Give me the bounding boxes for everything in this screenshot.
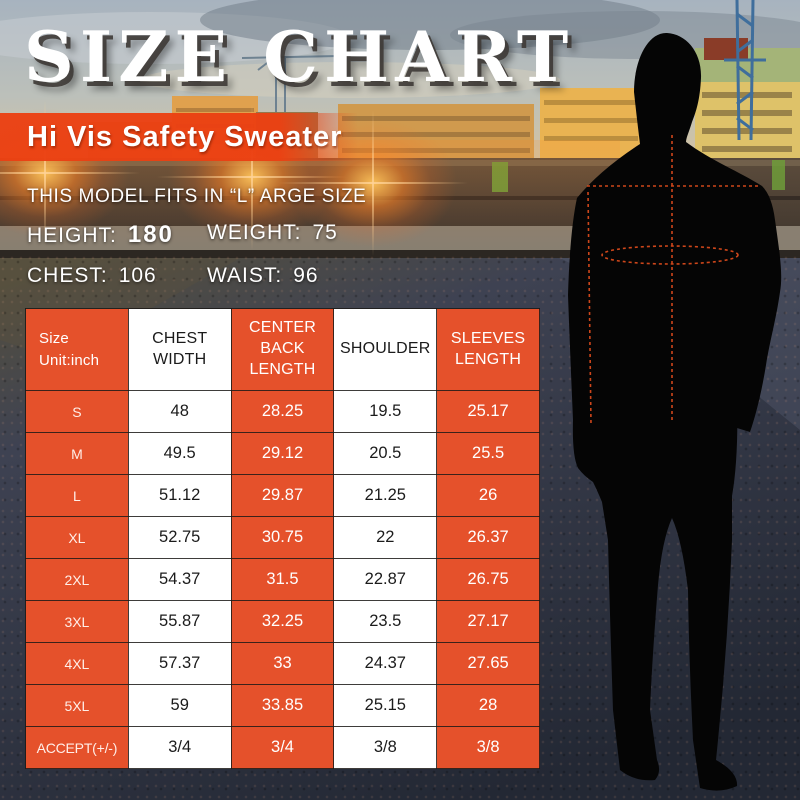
model-stat: CHEST: 106 xyxy=(27,264,207,288)
value-cell: 31.5 xyxy=(230,558,335,601)
stat-label: WAIST: xyxy=(207,264,283,287)
size-table-head: Size Unit:inch CHEST WIDTH CENTER BACK LENG… xyxy=(25,308,540,391)
stat-value: 75 xyxy=(312,221,338,244)
value-cell: 51.12 xyxy=(127,474,232,517)
table-row: 2XL 54.37 31.5 22.87 26.75 xyxy=(25,558,540,601)
value-cell: 33 xyxy=(230,642,335,685)
size-label-cell: ACCEPT(+/-) xyxy=(25,726,129,769)
tower-crane-icon xyxy=(724,0,766,141)
size-label-cell: M xyxy=(25,432,129,475)
value-cell: 33.85 xyxy=(230,684,335,727)
value-cell: 22 xyxy=(333,516,438,559)
size-label-cell: 4XL xyxy=(25,642,129,685)
value-cell: 24.37 xyxy=(333,642,438,685)
column-header-cell: SLEEVES LENGTH xyxy=(436,308,540,391)
value-cell: 59 xyxy=(127,684,232,727)
model-silhouette xyxy=(568,32,782,791)
value-cell: 26 xyxy=(436,474,540,517)
value-cell: 25.5 xyxy=(436,432,540,475)
page-title: SIZE CHART xyxy=(24,17,575,98)
size-unit-header-cell: Size Unit:inch xyxy=(25,308,129,391)
value-cell: 32.25 xyxy=(230,600,335,643)
value-cell: 29.12 xyxy=(230,432,335,475)
stat-value: 96 xyxy=(293,264,319,287)
table-row: L 51.12 29.87 21.25 26 xyxy=(25,474,540,517)
value-cell: 22.87 xyxy=(333,558,438,601)
model-fits-line: THIS MODEL FITS IN “L” ARGE SIZE xyxy=(27,186,367,207)
table-row: 5XL 59 33.85 25.15 28 xyxy=(25,684,540,727)
value-cell: 27.17 xyxy=(436,600,540,643)
table-row: ACCEPT(+/-) 3/4 3/4 3/8 3/8 xyxy=(25,726,540,769)
value-cell: 26.37 xyxy=(436,516,540,559)
value-cell: 28.25 xyxy=(230,390,335,433)
value-cell: 54.37 xyxy=(127,558,232,601)
model-stats: HEIGHT: 180 WEIGHT: 75 CHEST: 106 WAIST: 96 xyxy=(27,221,366,288)
value-cell: 48 xyxy=(127,390,232,433)
model-stat: WEIGHT: 75 xyxy=(207,221,366,249)
size-label-cell: 2XL xyxy=(25,558,129,601)
value-cell: 19.5 xyxy=(333,390,438,433)
value-cell: 29.87 xyxy=(230,474,335,517)
stat-label: CHEST: xyxy=(27,264,108,287)
value-cell: 25.15 xyxy=(333,684,438,727)
table-row: M 49.5 29.12 20.5 25.5 xyxy=(25,432,540,475)
sleeve-measure-line xyxy=(587,191,592,426)
value-cell: 52.75 xyxy=(127,516,232,559)
value-cell: 3/4 xyxy=(127,726,232,769)
table-row: 3XL 55.87 32.25 23.5 27.17 xyxy=(25,600,540,643)
stat-value: 180 xyxy=(127,221,174,248)
column-header-cell: CHEST WIDTH xyxy=(127,308,232,391)
value-cell: 30.75 xyxy=(230,516,335,559)
size-label-cell: S xyxy=(25,390,129,433)
stat-label: HEIGHT: xyxy=(27,224,117,247)
value-cell: 3/8 xyxy=(436,726,540,769)
size-table: Size Unit:inch CHEST WIDTH CENTER BACK LENG… xyxy=(25,308,540,769)
value-cell: 27.65 xyxy=(436,642,540,685)
size-label-cell: XL xyxy=(25,516,129,559)
crane-icon xyxy=(241,55,339,112)
stat-value: 106 xyxy=(118,264,157,287)
model-stat: WAIST: 96 xyxy=(207,264,366,288)
value-cell: 3/4 xyxy=(230,726,335,769)
table-row: 4XL 57.37 33 24.37 27.65 xyxy=(25,642,540,685)
value-cell: 21.25 xyxy=(333,474,438,517)
table-header-row: Size Unit:inch CHEST WIDTH CENTER BACK LENG… xyxy=(25,308,540,391)
value-cell: 23.5 xyxy=(333,600,438,643)
value-cell: 26.75 xyxy=(436,558,540,601)
column-header-cell: CENTER BACK LENGTH xyxy=(230,308,335,391)
value-cell: 28 xyxy=(436,684,540,727)
size-table-body: S 48 28.25 19.5 25.17 M 49.5 29.12 20.5 25.5 L 51.1… xyxy=(25,390,540,769)
value-cell: 55.87 xyxy=(127,600,232,643)
column-header-cell: SHOULDER xyxy=(333,308,438,391)
chest-measure-ellipse xyxy=(601,245,739,265)
model-stat: HEIGHT: 180 xyxy=(27,221,207,249)
table-row: XL 52.75 30.75 22 26.37 xyxy=(25,516,540,559)
value-cell: 20.5 xyxy=(333,432,438,475)
measurement-lines xyxy=(587,135,758,426)
value-cell: 3/8 xyxy=(333,726,438,769)
size-label-cell: 5XL xyxy=(25,684,129,727)
size-label-cell: 3XL xyxy=(25,600,129,643)
size-label-cell: L xyxy=(25,474,129,517)
size-unit-header-line: Unit:inch xyxy=(39,351,100,369)
value-cell: 25.17 xyxy=(436,390,540,433)
product-name: Hi Vis Safety Sweater xyxy=(27,120,343,153)
product-banner: Hi Vis Safety Sweater xyxy=(0,113,358,161)
size-unit-header-line: Size xyxy=(39,329,69,347)
table-row: S 48 28.25 19.5 25.17 xyxy=(25,390,540,433)
model-info: THIS MODEL FITS IN “L” ARGE SIZE HEIGHT:… xyxy=(27,186,366,288)
value-cell: 49.5 xyxy=(127,432,232,475)
stat-label: WEIGHT: xyxy=(207,221,302,244)
value-cell: 57.37 xyxy=(127,642,232,685)
